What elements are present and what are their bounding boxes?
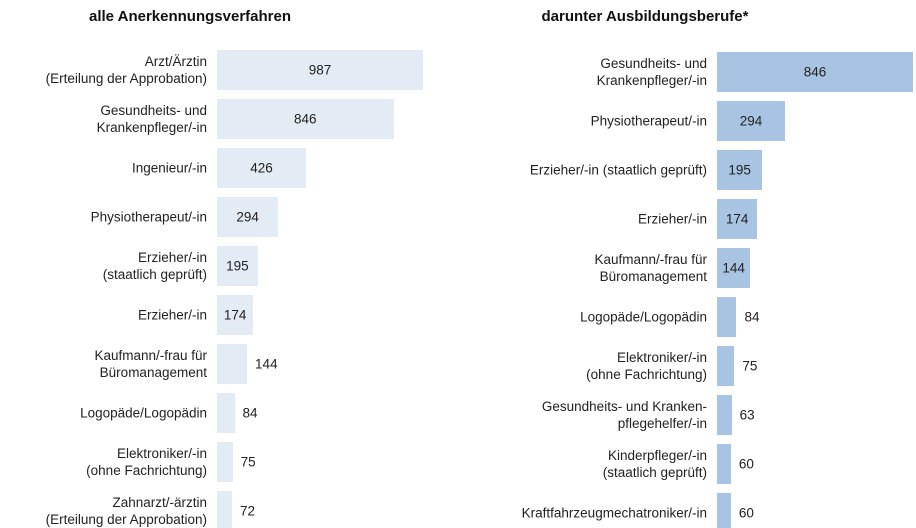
value-label: 294 (236, 209, 259, 225)
value-label: 60 (738, 456, 754, 472)
bar (717, 444, 731, 484)
value-label: 846 (294, 111, 317, 127)
value-label: 84 (744, 309, 760, 325)
value-label: 63 (739, 407, 755, 423)
category-label: Logopäde/Logopädin (80, 405, 207, 421)
value-label: 72 (240, 503, 256, 519)
category-label: Arzt/Ärztin (Erteilung der Approbation) (45, 54, 207, 86)
category-label: Gesundheits- und Krankenpfleger/-in (96, 103, 207, 135)
bar (717, 199, 758, 239)
value-label: 174 (223, 307, 247, 323)
category-label: Zahnarzt/-ärztin (Erteilung der Approbat… (45, 495, 207, 527)
value-label: 84 (242, 405, 258, 421)
bar (717, 101, 786, 141)
value-label: 75 (742, 358, 758, 374)
category-label: Elektroniker/-in (ohne Fachrichtung) (86, 446, 207, 478)
value-label: 987 (308, 62, 332, 78)
value-label: 75 (240, 454, 256, 470)
value-label: 144 (722, 260, 745, 276)
category-label: Gesundheits- und Krankenpfleger/-in (596, 56, 707, 88)
value-label: 426 (250, 160, 273, 176)
category-label: Erzieher/-in (staatlich geprüft) (102, 250, 207, 282)
category-label: Gesundheits- und Kranken- pflegehelfer/-… (541, 399, 707, 431)
category-label: Physiotherapeut/-in (590, 113, 707, 129)
value-label: 846 (803, 64, 827, 80)
category-label: Kraftfahrzeugmechatroniker/-in (521, 505, 707, 521)
chart-title: alle Anerkennungsverfahren (88, 8, 291, 25)
bar (717, 248, 751, 288)
bar (217, 295, 254, 335)
bar (217, 197, 279, 237)
chart-title: darunter Ausbildungsberufe* (541, 8, 749, 25)
category-label: Elektroniker/-in (ohne Fachrichtung) (586, 350, 707, 382)
bar (717, 297, 737, 337)
bar (217, 99, 394, 139)
value-label: 60 (738, 505, 754, 521)
category-label: Kaufmann/-frau für Büromanagement (594, 252, 707, 284)
category-label: Physiotherapeut/-in (90, 209, 207, 225)
category-label: Erzieher/-in (637, 211, 707, 227)
bar (717, 346, 735, 386)
bar (217, 246, 258, 286)
value-label: 195 (728, 162, 751, 178)
value-label: 294 (739, 113, 763, 129)
bar (217, 344, 248, 384)
category-label: Erzieher/-in (staatlich geprüft) (529, 162, 707, 178)
bar (717, 395, 732, 435)
bar (717, 52, 913, 92)
bar (217, 393, 235, 433)
category-label: Ingenieur/-in (131, 160, 207, 176)
category-label: Erzieher/-in (137, 307, 207, 323)
bar (717, 150, 763, 190)
bar (217, 50, 423, 90)
bar (217, 148, 306, 188)
bar (217, 491, 233, 528)
category-label: Kinderpfleger/-in (staatlich geprüft) (602, 448, 707, 480)
category-label: Kaufmann/-frau für Büromanagement (94, 348, 207, 380)
bar (217, 442, 233, 482)
value-label: 144 (255, 356, 278, 372)
value-label: 174 (725, 211, 749, 227)
category-label: Logopäde/Logopädin (580, 309, 707, 325)
bar (717, 493, 731, 528)
value-label: 195 (226, 258, 249, 274)
